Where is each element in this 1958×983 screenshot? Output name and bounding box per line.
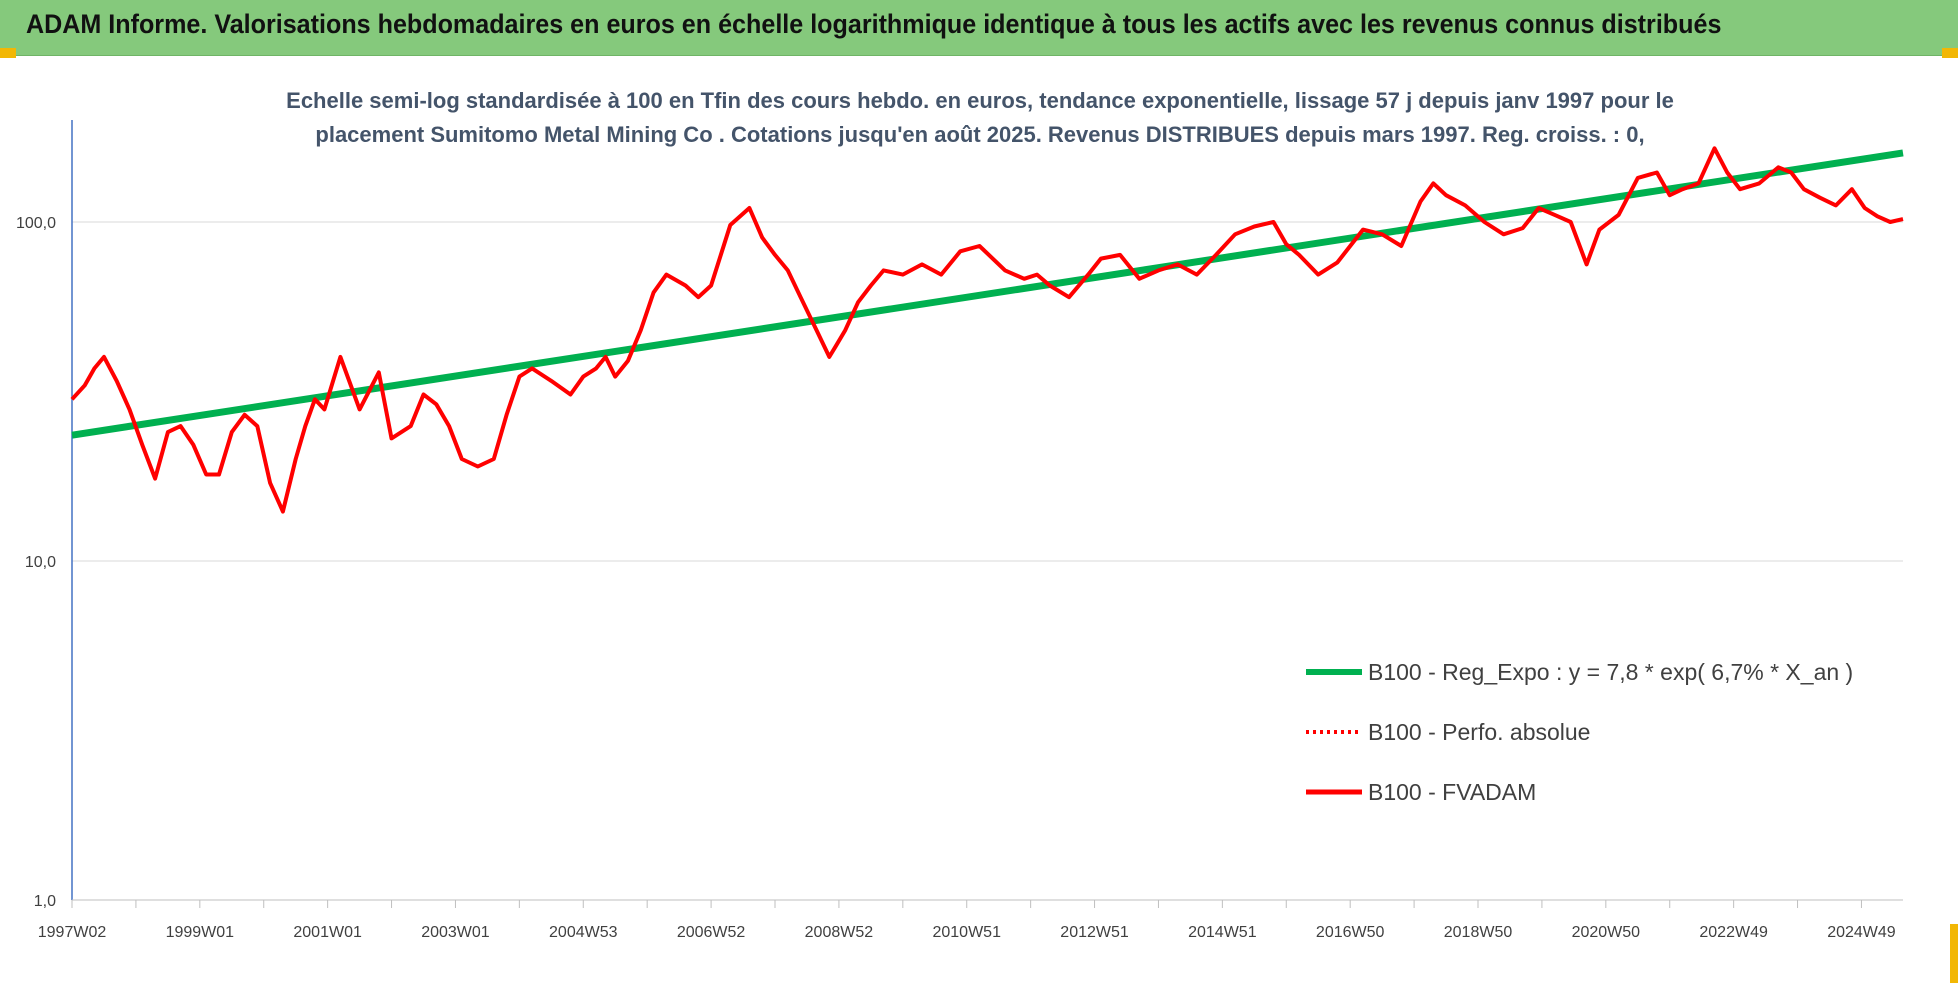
x-tick-label: 2014W51 bbox=[1188, 924, 1257, 941]
x-tick-label: 2008W52 bbox=[805, 924, 874, 941]
x-tick-label: 2018W50 bbox=[1444, 924, 1513, 941]
corner-mark-top-right bbox=[1942, 48, 1958, 58]
horizontal-gridlines bbox=[72, 221, 1903, 562]
series-lines bbox=[70, 146, 1904, 514]
corner-mark-top-left bbox=[0, 48, 16, 58]
chart-subtitle: placement Sumitomo Metal Mining Co . Cot… bbox=[315, 122, 1645, 147]
legend-item-reg-expo-label: B100 - Reg_Expo : y = 7,8 * exp( 6,7% * … bbox=[1368, 659, 1853, 685]
header-banner: ADAM Informe. Valorisations hebdomadaire… bbox=[0, 0, 1958, 56]
x-tick-label: 2012W51 bbox=[1060, 924, 1129, 941]
x-tick-label: 2010W51 bbox=[932, 924, 1001, 941]
vertical-tick-marks bbox=[71, 900, 1862, 908]
series-line-reg-expo bbox=[71, 149, 1904, 439]
banner-title: ADAM Informe. Valorisations hebdomadaire… bbox=[26, 9, 1722, 39]
legend: B100 - Reg_Expo : y = 7,8 * exp( 6,7% * … bbox=[1306, 659, 1853, 805]
x-tick-label: 1997W02 bbox=[38, 924, 107, 941]
chart-title: Echelle semi-log standardisée à 100 en T… bbox=[286, 88, 1674, 113]
x-tick-label: 2004W53 bbox=[549, 924, 618, 941]
y-tick-labels: 1,0 10,0 100,0 bbox=[16, 215, 56, 910]
corner-mark-bottom-right bbox=[1950, 924, 1958, 983]
y-tick-label: 100,0 bbox=[16, 215, 56, 232]
x-tick-label: 2003W01 bbox=[421, 924, 490, 941]
chart-title-block: Echelle semi-log standardisée à 100 en T… bbox=[200, 84, 1760, 152]
x-tick-label: 2020W50 bbox=[1572, 924, 1641, 941]
y-tick-label: 1,0 bbox=[34, 893, 56, 910]
x-tick-label: 2001W01 bbox=[293, 924, 362, 941]
legend-item-fvadam-label: B100 - FVADAM bbox=[1368, 779, 1536, 805]
series-line-fvadam bbox=[70, 146, 1904, 514]
x-tick-labels: 1997W02 1999W01 2001W01 2003W01 2004W53 2006W… bbox=[38, 924, 1896, 941]
x-tick-label: 1999W01 bbox=[166, 924, 235, 941]
x-tick-label: 2016W50 bbox=[1316, 924, 1385, 941]
legend-item-perfo-absolue-label: B100 - Perfo. absolue bbox=[1368, 719, 1590, 745]
x-tick-label: 2006W52 bbox=[677, 924, 746, 941]
x-tick-label: 2024W49 bbox=[1827, 924, 1896, 941]
x-tick-label: 2022W49 bbox=[1699, 924, 1768, 941]
y-tick-label: 10,0 bbox=[25, 554, 56, 571]
